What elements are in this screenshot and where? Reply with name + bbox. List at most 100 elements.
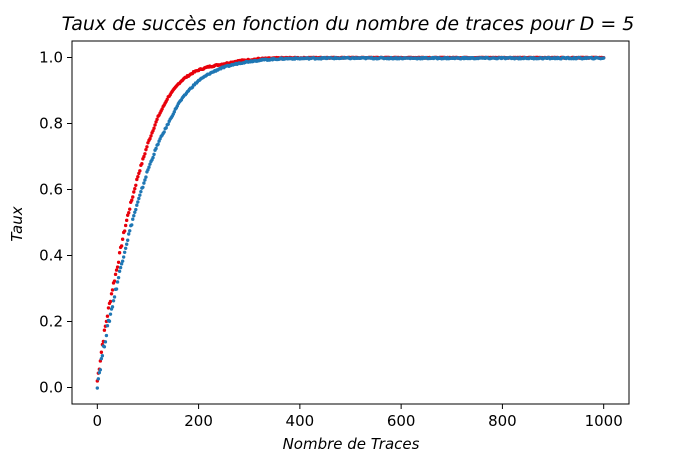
x-tick-label: 600 — [387, 412, 416, 430]
y-tick-label: 0.0 — [39, 379, 63, 397]
data-point — [114, 268, 119, 272]
data-point — [601, 56, 606, 60]
data-point — [109, 292, 114, 296]
data-point — [116, 260, 121, 265]
data-point — [142, 181, 146, 185]
data-point — [136, 175, 140, 179]
data-point — [103, 340, 108, 344]
data-point — [131, 195, 135, 199]
y-tick-label: 0.8 — [39, 115, 63, 133]
data-point — [127, 211, 131, 215]
data-point — [137, 171, 141, 176]
data-point — [102, 345, 107, 349]
series-1 — [95, 55, 606, 390]
data-point — [166, 122, 170, 126]
y-tick-label: 0.2 — [39, 313, 63, 331]
data-point — [135, 203, 139, 207]
data-point — [151, 129, 155, 133]
data-point — [132, 213, 136, 218]
plot-frame — [71, 40, 630, 405]
data-point — [120, 237, 125, 241]
data-point — [134, 207, 138, 212]
data-point — [140, 162, 144, 166]
data-point — [139, 189, 143, 194]
data-point — [132, 190, 136, 194]
data-point — [142, 154, 146, 159]
y-tick-label: 1.0 — [39, 49, 63, 67]
data-point — [134, 183, 138, 187]
data-point — [119, 244, 124, 248]
data-point — [136, 200, 140, 204]
data-point — [130, 223, 134, 227]
data-point — [99, 350, 104, 354]
data-point — [143, 152, 147, 156]
y-tick-label: 0.6 — [39, 181, 63, 199]
data-point — [118, 265, 123, 270]
y-axis: 0.0 0.2 0.4 0.6 0.8 1.0 — [39, 49, 72, 397]
data-point — [123, 246, 128, 250]
data-point — [148, 162, 152, 166]
x-tick-label: 400 — [286, 412, 315, 430]
data-point — [145, 145, 149, 149]
data-point — [110, 305, 115, 309]
data-point — [138, 193, 142, 197]
x-tick-label: 200 — [184, 412, 213, 430]
data-point — [112, 279, 117, 283]
data-point — [154, 146, 158, 151]
data-point — [114, 287, 119, 291]
data-point — [108, 312, 113, 316]
data-point — [147, 165, 151, 169]
data-point — [104, 333, 109, 338]
data-point — [117, 251, 122, 255]
data-point — [133, 210, 137, 215]
data-point — [131, 217, 135, 221]
data-point — [115, 265, 120, 269]
data-point — [105, 323, 110, 328]
data-point — [152, 126, 156, 130]
data-point — [153, 123, 157, 127]
x-tick-label: 800 — [488, 412, 517, 430]
data-point — [162, 130, 166, 134]
x-axis-label: Nombre de Traces — [283, 435, 420, 453]
data-point — [122, 229, 127, 233]
data-point — [119, 262, 124, 266]
data-point — [98, 368, 103, 372]
data-point — [155, 117, 159, 122]
data-point — [112, 295, 117, 299]
data-point — [121, 255, 126, 259]
data-point — [117, 269, 122, 273]
chart-title: Taux de succès en fonction du nombre de … — [62, 13, 635, 35]
data-point — [137, 196, 141, 201]
data-point — [127, 232, 131, 236]
data-point — [97, 370, 102, 375]
y-tick-label: 0.4 — [39, 247, 63, 265]
x-tick-label: 0 — [93, 412, 103, 430]
data-point — [124, 242, 129, 246]
data-point — [164, 126, 168, 130]
data-point — [152, 152, 156, 157]
data-point — [111, 299, 116, 303]
data-point — [126, 238, 130, 242]
data-point — [106, 306, 111, 310]
data-point — [130, 198, 134, 202]
data-point — [105, 314, 110, 318]
y-axis-label: Taux — [8, 206, 26, 241]
data-point — [149, 134, 153, 138]
data-point — [148, 137, 152, 141]
x-axis: 0 200 400 600 800 1000 — [93, 404, 623, 430]
data-point — [165, 97, 169, 102]
data-point — [110, 288, 115, 292]
data-point — [143, 178, 147, 182]
data-point — [96, 377, 101, 381]
plot-area — [95, 55, 606, 390]
data-point — [107, 319, 112, 323]
data-point — [156, 142, 160, 146]
data-point — [120, 259, 125, 263]
data-point — [141, 185, 145, 190]
data-point — [138, 169, 142, 173]
data-point — [133, 187, 137, 191]
data-point — [151, 155, 155, 160]
data-point — [172, 110, 176, 114]
data-point — [135, 177, 139, 182]
data-point — [124, 218, 129, 223]
